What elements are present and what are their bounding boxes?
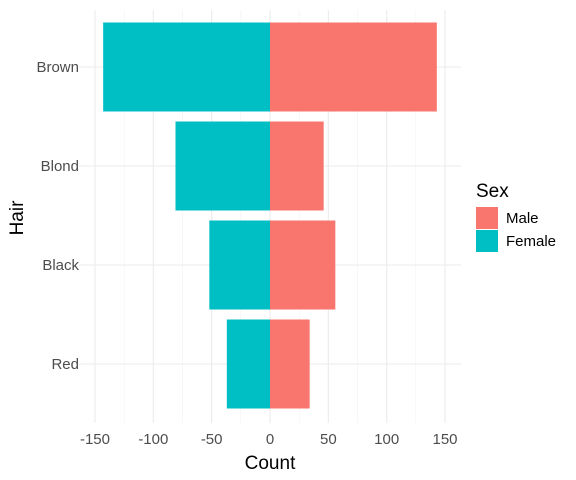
bar-female-blond xyxy=(175,121,270,211)
x-tick-label: 0 xyxy=(266,431,274,448)
bar-female-red xyxy=(226,319,270,409)
y-tick-label: Red xyxy=(51,356,79,373)
bar-female-black xyxy=(209,220,270,310)
legend: Sex Male Female xyxy=(476,181,556,252)
x-tick-label: -100 xyxy=(138,431,168,448)
x-tick-label: -150 xyxy=(80,431,110,448)
x-tick-label: 50 xyxy=(320,431,337,448)
bar-male-black xyxy=(270,220,336,310)
y-axis-title: Hair xyxy=(7,200,28,236)
x-tick-label: -50 xyxy=(201,431,223,448)
bar-female-brown xyxy=(103,22,271,112)
legend-label-female: Female xyxy=(506,233,556,250)
legend-swatch-female xyxy=(476,230,498,252)
x-tick-label: 150 xyxy=(432,431,457,448)
x-tick-labels: -150 -100 -50 0 50 100 150 xyxy=(80,431,458,448)
bar-male-brown xyxy=(270,22,437,112)
bars xyxy=(103,22,437,409)
bar-male-red xyxy=(270,319,310,409)
y-tick-label: Brown xyxy=(36,59,79,76)
y-tick-label: Black xyxy=(42,257,79,274)
bar-male-blond xyxy=(270,121,324,211)
legend-label-male: Male xyxy=(506,210,539,227)
y-tick-label: Blond xyxy=(41,158,79,175)
legend-title: Sex xyxy=(476,181,509,202)
legend-swatch-male xyxy=(476,207,498,229)
y-tick-labels: Brown Blond Black Red xyxy=(36,59,79,373)
x-axis-title: Count xyxy=(245,453,296,474)
x-tick-label: 100 xyxy=(374,431,399,448)
